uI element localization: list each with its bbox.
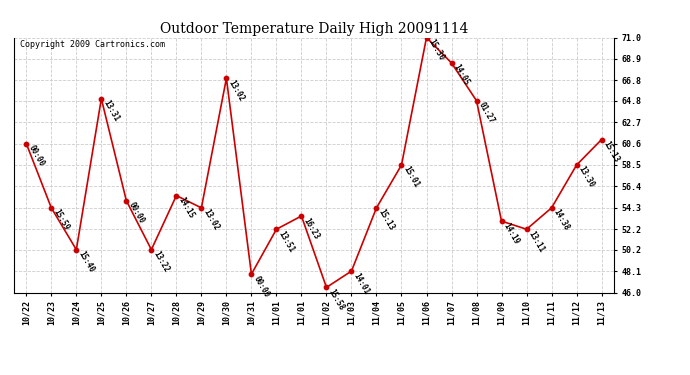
Point xyxy=(21,141,32,147)
Text: 13:11: 13:11 xyxy=(526,229,546,254)
Point xyxy=(146,247,157,253)
Text: 13:02: 13:02 xyxy=(226,78,246,103)
Point xyxy=(171,193,182,199)
Point xyxy=(271,226,282,232)
Text: 13:30: 13:30 xyxy=(577,165,596,189)
Point xyxy=(221,75,232,81)
Text: Copyright 2009 Cartronics.com: Copyright 2009 Cartronics.com xyxy=(20,40,165,49)
Point xyxy=(296,213,307,219)
Text: 15:01: 15:01 xyxy=(402,165,421,189)
Text: 13:02: 13:02 xyxy=(201,208,221,232)
Text: 00:00: 00:00 xyxy=(251,274,270,298)
Text: 13:31: 13:31 xyxy=(101,99,121,123)
Text: 00:00: 00:00 xyxy=(126,201,146,225)
Point xyxy=(571,162,582,168)
Text: 16:23: 16:23 xyxy=(302,216,321,240)
Point xyxy=(421,34,432,40)
Text: 15:13: 15:13 xyxy=(602,140,621,164)
Point xyxy=(246,271,257,277)
Text: 13:51: 13:51 xyxy=(277,229,296,254)
Point xyxy=(521,226,532,232)
Text: 14:01: 14:01 xyxy=(351,271,371,296)
Point xyxy=(71,247,82,253)
Text: 15:30: 15:30 xyxy=(426,38,446,62)
Text: 01:27: 01:27 xyxy=(477,101,496,125)
Text: 15:59: 15:59 xyxy=(51,208,70,232)
Text: 00:00: 00:00 xyxy=(26,144,46,168)
Text: 14:38: 14:38 xyxy=(551,208,571,232)
Point xyxy=(121,198,132,204)
Point xyxy=(546,205,557,211)
Text: 14:05: 14:05 xyxy=(451,63,471,87)
Point xyxy=(496,218,507,224)
Point xyxy=(446,60,457,66)
Point xyxy=(46,205,57,211)
Text: 13:22: 13:22 xyxy=(151,250,170,274)
Text: 15:13: 15:13 xyxy=(377,208,396,232)
Text: 15:58: 15:58 xyxy=(326,287,346,312)
Text: 15:40: 15:40 xyxy=(77,250,96,274)
Title: Outdoor Temperature Daily High 20091114: Outdoor Temperature Daily High 20091114 xyxy=(160,22,468,36)
Text: 14:19: 14:19 xyxy=(502,221,521,246)
Point xyxy=(396,162,407,168)
Point xyxy=(96,96,107,102)
Text: 14:15: 14:15 xyxy=(177,196,196,220)
Point xyxy=(471,98,482,104)
Point xyxy=(321,284,332,290)
Point xyxy=(596,136,607,142)
Point xyxy=(371,205,382,211)
Point xyxy=(346,268,357,274)
Point xyxy=(196,205,207,211)
